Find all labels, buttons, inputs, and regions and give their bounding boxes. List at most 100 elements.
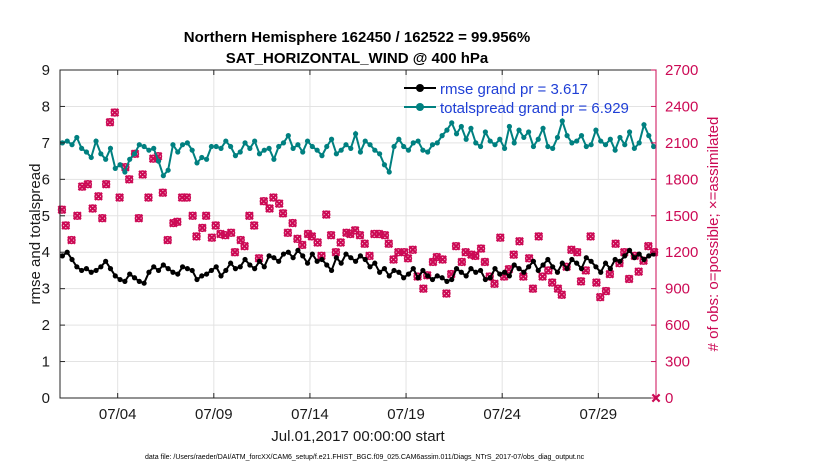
obs-assimilated-point <box>226 228 236 238</box>
point-rmse <box>463 273 469 279</box>
point-totalspread <box>74 134 80 141</box>
obs-possible-point <box>408 245 417 254</box>
obs-assimilated-point <box>211 221 221 230</box>
obs-assimilated-point <box>605 269 615 279</box>
obs-possible-point <box>544 266 553 275</box>
obs-possible-point <box>307 232 317 241</box>
series-obs-possible <box>57 108 659 302</box>
point-totalspread <box>285 133 291 139</box>
obs-assimilated-point <box>138 170 148 179</box>
obs-assimilated-point <box>476 244 486 253</box>
obs-possible-point <box>158 188 168 197</box>
y-tick-label-left: 9 <box>42 62 50 79</box>
point-rmse <box>646 253 652 259</box>
obs-possible-point <box>515 237 524 246</box>
series-line-rmse <box>61 248 654 285</box>
obs-possible-point <box>592 278 601 287</box>
obs-possible-point <box>355 231 365 240</box>
obs-possible-point <box>322 210 331 219</box>
y-tick-label-right: 300 <box>665 354 690 371</box>
point-rmse <box>232 266 239 272</box>
point-rmse <box>160 262 166 268</box>
point-rmse <box>141 280 147 286</box>
obs-assimilated-point <box>201 211 211 221</box>
y-tick-label-left: 0 <box>42 390 50 407</box>
point-rmse <box>564 266 570 272</box>
obs-possible-point <box>249 221 259 230</box>
obs-possible-point <box>389 255 398 264</box>
point-rmse <box>602 260 609 266</box>
point-totalspread <box>487 138 493 144</box>
point-rmse <box>468 266 474 272</box>
point-totalspread <box>352 131 359 137</box>
obs-assimilated-point <box>457 257 467 267</box>
obs-assimilated-point <box>158 188 168 198</box>
point-totalspread <box>333 151 339 157</box>
point-totalspread <box>554 134 561 141</box>
point-rmse <box>189 267 195 274</box>
point-totalspread <box>103 156 109 162</box>
point-rmse <box>477 267 484 274</box>
obs-possible-point <box>105 118 115 127</box>
point-rmse <box>540 262 546 268</box>
point-rmse <box>184 266 190 272</box>
obs-assimilated-point <box>97 213 107 223</box>
obs-assimilated-point <box>172 217 182 227</box>
obs-assimilated-point <box>61 221 71 230</box>
x-tick-label: 07/24 <box>483 406 521 423</box>
point-rmse <box>112 273 118 279</box>
x-axis-label: Jul.01,2017 00:00:00 start <box>271 428 445 445</box>
point-totalspread <box>405 147 412 153</box>
point-totalspread <box>626 129 633 135</box>
point-rmse <box>266 253 272 259</box>
point-rmse <box>588 258 594 264</box>
point-rmse <box>559 260 565 266</box>
point-totalspread <box>569 140 575 146</box>
point-totalspread <box>271 156 277 162</box>
obs-possible-point <box>198 223 207 233</box>
point-rmse <box>501 269 508 275</box>
y-tick-label-right: 0 <box>665 390 673 407</box>
legend-marker-totalspread <box>416 103 424 111</box>
point-totalspread <box>425 149 431 155</box>
point-totalspread <box>564 133 570 139</box>
obs-assimilated-point <box>321 210 331 219</box>
obs-possible-point <box>336 238 345 247</box>
y-tick-label-left: 5 <box>42 208 50 225</box>
point-totalspread <box>136 142 142 148</box>
obs-assimilated-point <box>601 286 611 296</box>
obs-assimilated-point <box>244 211 254 221</box>
point-rmse <box>420 267 426 274</box>
obs-possible-point <box>576 277 586 286</box>
obs-possible-point <box>134 214 144 223</box>
obs-possible-point <box>288 218 297 228</box>
point-rmse <box>598 269 604 275</box>
point-totalspread <box>276 143 282 150</box>
point-rmse <box>626 247 633 253</box>
obs-assimilated-point <box>399 247 409 257</box>
obs-possible-point <box>245 211 254 220</box>
point-totalspread <box>410 140 416 146</box>
point-totalspread <box>266 145 272 151</box>
obs-assimilated-point <box>355 230 365 240</box>
point-totalspread <box>175 149 181 155</box>
point-rmse <box>372 260 378 266</box>
point-totalspread <box>607 136 613 142</box>
legend-marker-rmse <box>416 84 424 92</box>
obs-possible-point <box>101 179 111 189</box>
point-totalspread <box>396 136 402 142</box>
series-line-totalspread <box>62 117 655 178</box>
obs-possible-point <box>423 271 432 280</box>
y-tick-label-left: 2 <box>42 317 50 334</box>
y-tick-label-left: 4 <box>42 244 50 261</box>
obs-possible-point <box>601 286 611 296</box>
point-rmse <box>223 267 229 274</box>
point-rmse <box>98 264 104 270</box>
obs-possible-point <box>144 193 153 202</box>
point-rmse <box>79 267 85 274</box>
point-totalspread <box>213 143 219 150</box>
point-totalspread <box>189 147 195 153</box>
obs-assimilated-point <box>528 284 538 294</box>
obs-assimilated-point <box>490 279 499 289</box>
point-totalspread <box>588 142 594 148</box>
